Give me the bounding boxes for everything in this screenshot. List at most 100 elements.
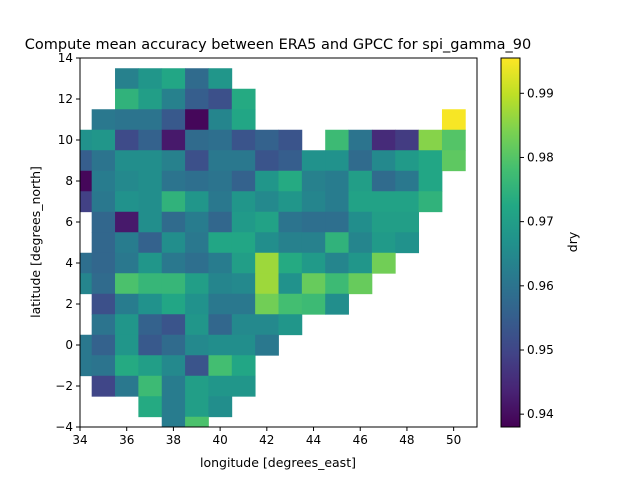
heatmap-cell [371, 150, 396, 172]
heatmap-cell [255, 273, 279, 295]
heatmap-cell [348, 191, 373, 213]
heatmap-cell [371, 252, 396, 274]
heatmap-cell [138, 170, 163, 192]
heatmap-cell [418, 191, 443, 213]
heatmap-cell [418, 170, 443, 192]
heatmap-cell [371, 191, 396, 213]
heatmap-cell [231, 355, 256, 377]
heatmap-cell [255, 252, 279, 274]
heatmap-cell [255, 170, 279, 192]
heatmap-cell [278, 211, 303, 233]
heatmap-cell [91, 273, 116, 295]
heatmap-cell [161, 129, 186, 151]
heatmap-cell [115, 273, 139, 295]
heatmap-cell [325, 232, 349, 254]
heatmap-cell [208, 150, 233, 172]
heatmap-cell [208, 334, 233, 356]
heatmap-cell [138, 232, 163, 254]
colorbar-tick-label: 0.95 [527, 343, 554, 357]
heatmap-cell [325, 170, 349, 192]
heatmap-cell [115, 211, 139, 233]
heatmap-cell [91, 355, 116, 377]
heatmap-cell [231, 170, 256, 192]
heatmap-cell [418, 150, 443, 172]
heatmap-cell [301, 211, 326, 233]
heatmap-cell [301, 293, 326, 315]
heatmap-cell [231, 232, 256, 254]
heatmap-cell [208, 88, 233, 110]
heatmap-cell [208, 191, 233, 213]
heatmap-cell [325, 273, 349, 295]
heatmap-cell [138, 355, 163, 377]
colorbar-ticks: 0.94 0.95 0.96 0.97 0.98 0.99 [520, 86, 554, 421]
heatmap-cell [395, 170, 420, 192]
heatmap-cell [441, 129, 466, 151]
x-axis-label: longitude [degrees_east] [200, 455, 356, 470]
y-tick-label: 12 [58, 92, 73, 106]
heatmap-cell [138, 191, 163, 213]
heatmap-cell [278, 273, 303, 295]
x-tick-label: 36 [119, 433, 134, 447]
heatmap-cell [161, 150, 186, 172]
heatmap-cell [115, 129, 139, 151]
y-tick-label: 4 [65, 256, 73, 270]
heatmap-cell [91, 293, 116, 315]
x-tick-label: 46 [353, 433, 368, 447]
heatmap-cell [348, 232, 373, 254]
y-tick-label: −4 [55, 420, 73, 434]
heatmap-cell [185, 314, 209, 336]
heatmap-cell [138, 252, 163, 274]
heatmap-cell [161, 416, 186, 428]
heatmap-cell [325, 129, 349, 151]
heatmap-cell [348, 211, 373, 233]
heatmap-cell [138, 88, 163, 110]
heatmap-cell [161, 396, 186, 418]
heatmap-cell [255, 232, 279, 254]
heatmap-cell [348, 273, 373, 295]
heatmap-cell [185, 293, 209, 315]
heatmap-cell [441, 150, 466, 172]
plot-frame [79, 57, 478, 428]
heatmap-cell [418, 129, 443, 151]
heatmap-cell [80, 170, 93, 192]
heatmap-cell [325, 252, 349, 274]
heatmap-cell [325, 293, 349, 315]
heatmap-cell [115, 252, 139, 274]
x-tick-label: 48 [399, 433, 414, 447]
heatmap-cell [115, 232, 139, 254]
heatmap-cell [161, 314, 186, 336]
heatmap-cell [185, 68, 209, 90]
heatmap-cell [255, 334, 279, 356]
y-tick-label: 2 [65, 297, 73, 311]
heatmap-cell [301, 191, 326, 213]
colorbar-tick-label: 0.97 [527, 215, 554, 229]
heatmap-cell [115, 170, 139, 192]
heatmap-cell [185, 150, 209, 172]
heatmap-cell [395, 211, 420, 233]
heatmap-cell [208, 355, 233, 377]
heatmap-cell [185, 416, 209, 428]
heatmap-cell [278, 314, 303, 336]
heatmap-cell [278, 129, 303, 151]
heatmap-cell [395, 191, 420, 213]
heatmap-cell [395, 232, 420, 254]
heatmap-cell [371, 211, 396, 233]
heatmap-cell [185, 273, 209, 295]
heatmap-cell [91, 334, 116, 356]
heatmap-cell [91, 232, 116, 254]
heatmap-cell [80, 334, 93, 356]
heatmap-cell [138, 396, 163, 418]
heatmap-cell [91, 211, 116, 233]
heatmap-cell [255, 293, 279, 315]
heatmap-cell [161, 211, 186, 233]
heatmap-cell [115, 334, 139, 356]
heatmap-cell [231, 109, 256, 131]
heatmap-cell [208, 252, 233, 274]
heatmap-cell [91, 252, 116, 274]
heatmap-cell [161, 252, 186, 274]
heatmap-cell [115, 293, 139, 315]
heatmap-cell [231, 150, 256, 172]
heatmap-cell [115, 109, 139, 131]
heatmap-cell [138, 150, 163, 172]
heatmap-cell [138, 273, 163, 295]
